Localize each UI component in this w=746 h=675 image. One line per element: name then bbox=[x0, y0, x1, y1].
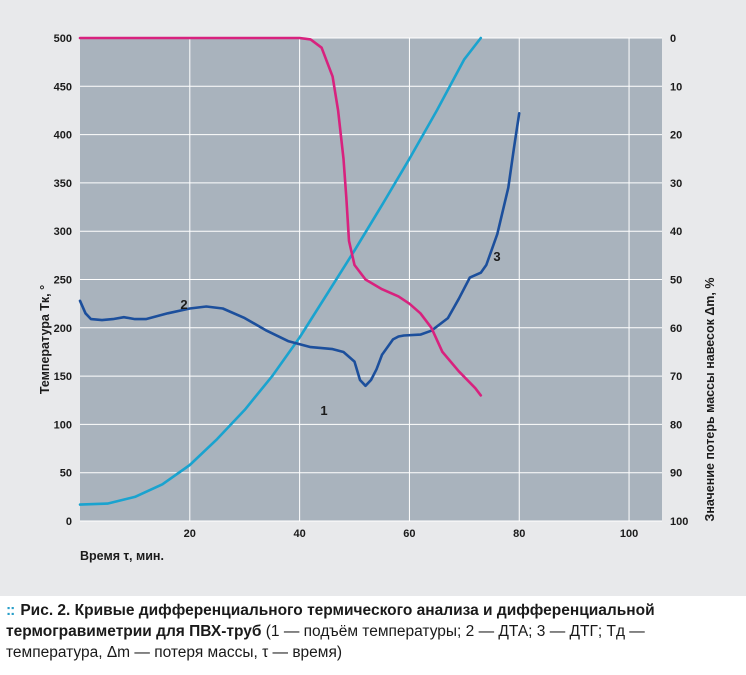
y-right-axis-title: Значение потерь массы навесок Δm, % bbox=[703, 277, 717, 521]
x-tick-label: 60 bbox=[403, 528, 415, 540]
x-axis-title: Время τ, мин. bbox=[80, 549, 164, 563]
y-right-tick-label: 100 bbox=[670, 516, 688, 528]
y-left-tick-label: 250 bbox=[54, 275, 72, 287]
y-right-tick-label: 10 bbox=[670, 81, 682, 93]
caption-bullet: :: bbox=[6, 602, 15, 619]
x-tick-label: 100 bbox=[620, 528, 638, 540]
y-right-tick-label: 70 bbox=[670, 371, 682, 383]
x-tick-label: 80 bbox=[513, 528, 525, 540]
series-line-1 bbox=[78, 36, 483, 506]
caption-head: Рис. 2. Кривые дифференциального термиче… bbox=[6, 602, 655, 640]
y-left-tick-label: 0 bbox=[66, 516, 72, 528]
y-right-tick-label: 40 bbox=[670, 226, 682, 238]
curve-label-2: 2 bbox=[180, 297, 187, 312]
y-left-tick-label: 50 bbox=[60, 468, 72, 480]
y-left-tick-label: 400 bbox=[54, 130, 72, 142]
series-line-2 bbox=[78, 112, 521, 388]
y-left-tick-label: 100 bbox=[54, 419, 72, 431]
caption-rest: (1 — подъём температуры; 2 — ДТА; 3 — ДТ… bbox=[6, 623, 645, 661]
y-right-tick-label: 20 bbox=[670, 130, 682, 142]
y-right-tick-label: 0 bbox=[670, 33, 676, 45]
chart: 0 50 100 150 200 250 300 350 400 450 500 0 10 20 30 40 5… bbox=[38, 33, 717, 563]
y-left-tick-label: 300 bbox=[54, 226, 72, 238]
y-right-tick-label: 50 bbox=[670, 275, 682, 287]
y-left-tick-label: 200 bbox=[54, 323, 72, 335]
y-right-tick-label: 90 bbox=[670, 468, 682, 480]
x-tick-label: 20 bbox=[184, 528, 196, 540]
curve-label-3: 3 bbox=[493, 249, 500, 264]
x-tick-label: 40 bbox=[293, 528, 305, 540]
y-left-axis-title: Температура Tк, ° bbox=[38, 285, 52, 394]
figure-caption: :: Рис. 2. Кривые дифференциального терми… bbox=[6, 600, 742, 663]
series-line-3 bbox=[78, 36, 483, 397]
y-right-tick-label: 30 bbox=[670, 178, 682, 190]
y-left-tick-label: 150 bbox=[54, 371, 72, 383]
y-left-tick-label: 450 bbox=[54, 81, 72, 93]
y-right-tick-label: 60 bbox=[670, 323, 682, 335]
curve-label-1: 1 bbox=[320, 403, 327, 418]
figure-panel: 0 50 100 150 200 250 300 350 400 450 500 0 10 20 30 40 5… bbox=[0, 0, 746, 596]
y-right-tick-label: 80 bbox=[670, 419, 682, 431]
y-left-tick-label: 500 bbox=[54, 33, 72, 45]
y-left-tick-label: 350 bbox=[54, 178, 72, 190]
